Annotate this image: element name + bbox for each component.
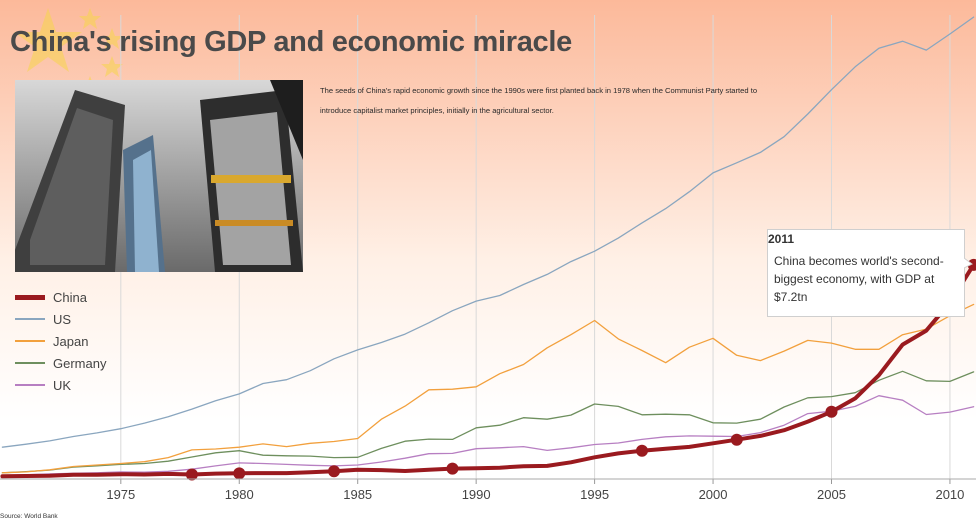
callout-pointer — [964, 258, 973, 268]
callout-year: 2011 — [768, 232, 795, 246]
x-tick-label-1995: 1995 — [580, 487, 609, 502]
china-marker-1978[interactable] — [185, 468, 198, 481]
x-tick-label-1990: 1990 — [462, 487, 491, 502]
chart-markers — [185, 258, 976, 481]
x-tick-label-2000: 2000 — [699, 487, 728, 502]
series-line-japan — [1, 303, 975, 474]
chart-series — [0, 16, 976, 479]
series-line-germany — [1, 370, 975, 474]
legend-swatch-us — [15, 318, 45, 320]
flag-small-star — [101, 28, 123, 49]
flag-small-star — [101, 56, 123, 77]
series-line-us — [1, 16, 975, 448]
china-marker-2005[interactable] — [825, 405, 838, 418]
legend-label-uk: UK — [53, 377, 72, 393]
chart-legend: China US Japan Germany UK — [15, 286, 106, 396]
legend-label-us: US — [53, 311, 72, 327]
series-line-china — [0, 262, 976, 479]
china-marker-1989[interactable] — [446, 462, 459, 475]
callout-text: China becomes world's second-biggest eco… — [774, 254, 944, 304]
china-marker-1984[interactable] — [328, 465, 341, 478]
legend-item-uk: UK — [15, 374, 106, 396]
legend-swatch-japan — [15, 340, 45, 342]
x-tick-label-1975: 1975 — [106, 487, 135, 502]
flag-big-star — [14, 8, 82, 72]
annotation-callout: 2011 China becomes world's second-bigges… — [767, 229, 965, 317]
page-title: China's rising GDP and economic miracle — [10, 26, 572, 58]
legend-swatch-uk — [15, 384, 45, 386]
china-marker-2001[interactable] — [730, 433, 743, 446]
legend-label-germany: Germany — [53, 355, 107, 371]
flag-small-star — [79, 8, 101, 29]
x-tick-label-1985: 1985 — [343, 487, 372, 502]
x-axis-ticks: 1975 1980 1985 1990 1995 2000 2005 2010 — [0, 478, 976, 502]
series-line-uk — [1, 395, 975, 477]
x-tick-label-1980: 1980 — [225, 487, 254, 502]
legend-label-japan: Japan — [53, 333, 89, 349]
legend-item-japan: Japan — [15, 330, 106, 352]
china-marker-1997[interactable] — [635, 444, 648, 457]
legend-item-china: China — [15, 286, 106, 308]
legend-label-china: China — [53, 289, 87, 305]
photo-illustration — [15, 80, 303, 272]
intro-text: The seeds of China's rapid economic grow… — [320, 86, 758, 115]
china-marker-1980[interactable] — [233, 467, 246, 480]
x-tick-label-2005: 2005 — [817, 487, 846, 502]
legend-swatch-germany — [15, 362, 45, 364]
x-tick-label-2010: 2010 — [935, 487, 964, 502]
legend-item-germany: Germany — [15, 352, 106, 374]
source-note: Source: World Bank — [0, 513, 58, 520]
shanghai-skyscrapers-photo — [15, 80, 303, 272]
legend-swatch-china — [15, 294, 45, 300]
legend-item-us: US — [15, 308, 106, 330]
